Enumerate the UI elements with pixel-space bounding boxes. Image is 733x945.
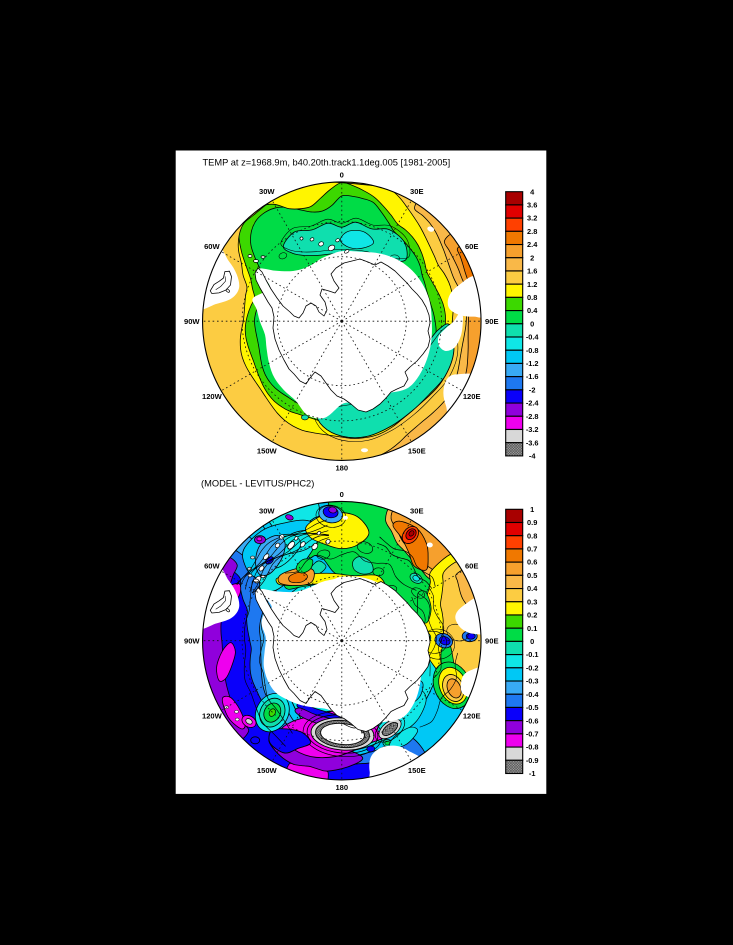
svg-text:-0.4: -0.4 (526, 690, 540, 699)
svg-text:1.2: 1.2 (527, 280, 537, 289)
svg-text:30W: 30W (259, 506, 275, 515)
svg-text:180: 180 (335, 783, 348, 792)
svg-text:90E: 90E (485, 317, 499, 326)
svg-text:-0.3: -0.3 (526, 677, 539, 686)
svg-text:0: 0 (530, 637, 534, 646)
svg-text:-3.6: -3.6 (526, 438, 539, 447)
svg-text:-2.4: -2.4 (526, 399, 540, 408)
svg-text:90W: 90W (184, 317, 200, 326)
svg-text:90W: 90W (184, 636, 200, 645)
svg-text:60W: 60W (204, 561, 220, 570)
svg-text:-2: -2 (529, 385, 536, 394)
svg-text:30W: 30W (259, 187, 275, 196)
svg-text:3.2: 3.2 (527, 214, 537, 223)
svg-text:150E: 150E (408, 766, 426, 775)
svg-text:0.6: 0.6 (527, 558, 537, 567)
svg-text:-0.2: -0.2 (526, 663, 539, 672)
svg-text:-0.8: -0.8 (526, 346, 539, 355)
svg-text:2: 2 (530, 253, 534, 262)
svg-text:30E: 30E (410, 506, 424, 515)
svg-text:2.8: 2.8 (527, 227, 537, 236)
svg-text:-0.8: -0.8 (526, 743, 539, 752)
svg-text:0.1: 0.1 (527, 624, 537, 633)
svg-text:4: 4 (530, 187, 535, 196)
svg-text:0.3: 0.3 (527, 597, 537, 606)
svg-text:0.8: 0.8 (527, 293, 537, 302)
svg-text:(MODEL - LEVITUS/PHC2): (MODEL - LEVITUS/PHC2) (201, 479, 314, 489)
svg-text:120E: 120E (463, 711, 481, 720)
svg-text:0.8: 0.8 (527, 531, 537, 540)
svg-text:0: 0 (530, 319, 534, 328)
svg-text:-0.6: -0.6 (526, 716, 539, 725)
svg-text:-1.6: -1.6 (526, 372, 539, 381)
svg-text:-0.9: -0.9 (526, 756, 539, 765)
svg-text:150W: 150W (257, 766, 278, 775)
svg-text:-0.4: -0.4 (526, 333, 540, 342)
svg-text:-0.1: -0.1 (526, 650, 539, 659)
svg-text:0.2: 0.2 (527, 611, 537, 620)
svg-text:1: 1 (530, 505, 534, 514)
svg-text:-0.7: -0.7 (526, 729, 539, 738)
svg-text:180: 180 (335, 463, 348, 472)
svg-text:-1.2: -1.2 (526, 359, 539, 368)
svg-text:60E: 60E (465, 561, 479, 570)
svg-text:150W: 150W (257, 447, 278, 456)
svg-text:0.4: 0.4 (527, 306, 538, 315)
svg-text:60W: 60W (204, 242, 220, 251)
svg-text:30E: 30E (410, 187, 424, 196)
svg-text:TEMP at z=1968.9m, b40.20th.tr: TEMP at z=1968.9m, b40.20th.track1.1deg.… (203, 158, 451, 168)
svg-text:-1: -1 (529, 769, 536, 778)
svg-text:2.4: 2.4 (527, 240, 538, 249)
svg-text:120E: 120E (463, 392, 481, 401)
svg-text:60E: 60E (465, 242, 479, 251)
svg-text:0: 0 (340, 170, 344, 179)
svg-text:-3.2: -3.2 (526, 425, 539, 434)
svg-text:0.9: 0.9 (527, 518, 537, 527)
svg-text:-0.5: -0.5 (526, 703, 539, 712)
svg-text:-4: -4 (529, 452, 536, 461)
svg-text:0.5: 0.5 (527, 571, 537, 580)
svg-text:150E: 150E (408, 447, 426, 456)
svg-text:0.4: 0.4 (527, 584, 538, 593)
svg-text:1.6: 1.6 (527, 267, 537, 276)
svg-text:0: 0 (340, 490, 344, 499)
svg-text:120W: 120W (202, 711, 223, 720)
svg-text:120W: 120W (202, 392, 223, 401)
svg-text:0.7: 0.7 (527, 545, 537, 554)
svg-text:90E: 90E (485, 636, 499, 645)
svg-text:3.6: 3.6 (527, 201, 537, 210)
svg-text:-2.8: -2.8 (526, 412, 539, 421)
